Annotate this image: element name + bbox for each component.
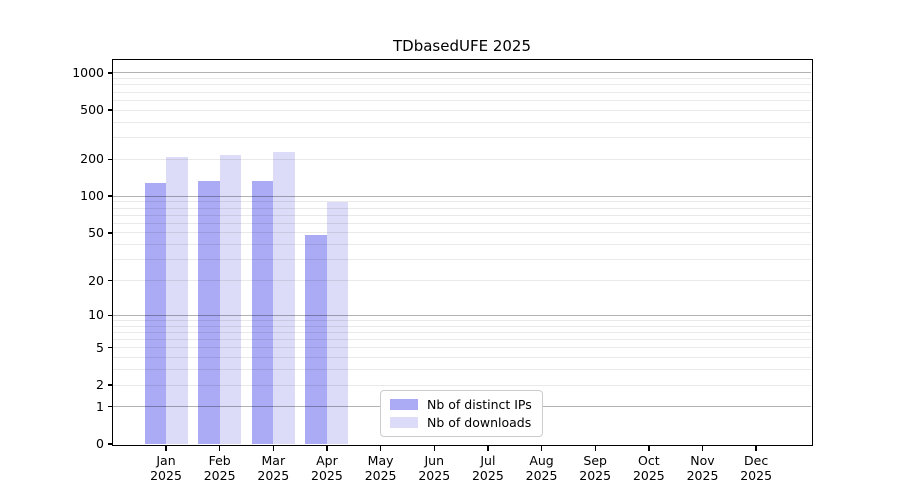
gridline-minor (113, 84, 811, 86)
legend-swatch-distinct-ips (390, 399, 418, 410)
gridline-major (113, 314, 811, 316)
x-tick-label-feb: Feb 2025 (203, 453, 236, 483)
gridline-minor (113, 222, 811, 224)
gridline-minor (113, 331, 811, 333)
bar-downloads-mar (273, 152, 295, 444)
bar-downloads-feb (219, 154, 242, 444)
y-tick (108, 314, 113, 316)
gridline-minor (113, 369, 811, 371)
y-tick-label: 200 (80, 151, 104, 167)
x-tick (648, 445, 650, 451)
y-tick-label: 10 (88, 307, 104, 323)
x-tick (272, 445, 274, 451)
x-tick-label-dec: Dec 2025 (740, 453, 773, 483)
x-tick-label-may: May 2025 (364, 453, 397, 483)
x-tick (433, 445, 435, 451)
y-tick (108, 279, 113, 282)
y-tick-label: 0 (96, 436, 104, 451)
x-tick (755, 445, 757, 451)
x-tick (701, 445, 704, 451)
gridline-minor (113, 259, 811, 261)
legend-item-downloads: Nb of downloads (390, 415, 542, 430)
x-tick-label-jan: Jan 2025 (150, 453, 182, 483)
y-tick-label: 1000 (72, 64, 104, 80)
gridline-minor (113, 244, 811, 246)
legend-label-downloads: Nb of downloads (427, 415, 532, 430)
y-tick (108, 347, 113, 349)
x-tick-label-apr: Apr 2025 (311, 453, 343, 483)
bar-distinct-ips-feb (198, 180, 220, 444)
y-tick-label: 1 (96, 398, 104, 414)
gridline-minor (113, 357, 811, 359)
gridline-minor (113, 109, 811, 111)
gridline-minor (113, 137, 811, 139)
x-tick (487, 445, 489, 451)
y-tick (108, 443, 113, 445)
bar-distinct-ips-mar (251, 180, 274, 444)
y-tick-label: 100 (80, 188, 104, 204)
x-tick (165, 445, 167, 451)
gridline-minor (113, 325, 811, 327)
gridline-minor (113, 91, 811, 93)
gridline-minor (113, 214, 811, 216)
bar-distinct-ips-jan (144, 183, 166, 444)
y-tick-label: 2 (96, 377, 104, 392)
y-tick-label: 50 (88, 224, 104, 240)
gridline-minor (113, 78, 811, 80)
legend-swatch-downloads (390, 417, 418, 428)
y-tick (108, 158, 113, 160)
legend: Nb of distinct IPs Nb of downloads (380, 390, 543, 437)
bar-distinct-ips-apr (305, 235, 327, 444)
gridline-minor (113, 280, 811, 281)
gridline-major (113, 195, 811, 197)
y-tick-label: 500 (80, 102, 104, 118)
y-tick (108, 72, 113, 74)
y-tick (108, 232, 113, 234)
bar-downloads-apr (326, 201, 349, 444)
x-tick-label-mar: Mar 2025 (257, 453, 290, 483)
x-tick (594, 445, 596, 451)
legend-item-distinct-ips: Nb of distinct IPs (390, 397, 542, 412)
chart-title: TDbasedUFE 2025 (392, 37, 532, 55)
x-tick-label-sep: Sep 2025 (579, 453, 612, 483)
x-tick (540, 445, 543, 451)
x-tick-label-aug: Aug 2025 (525, 453, 558, 483)
gridline-minor (113, 319, 811, 321)
gridline-minor (113, 207, 811, 209)
x-tick (218, 445, 221, 451)
x-tick-label-jun: Jun 2025 (418, 453, 451, 483)
x-tick (379, 445, 382, 451)
x-tick-label-oct: Oct 2025 (632, 453, 665, 483)
y-tick (108, 195, 113, 197)
y-tick (108, 109, 113, 111)
x-tick-label-jul: Jul 2025 (471, 453, 504, 483)
y-tick-label: 20 (88, 272, 104, 288)
gridline-minor (113, 99, 811, 101)
gridline-major (113, 72, 811, 74)
gridline-minor (113, 201, 811, 203)
gridline-minor (113, 339, 811, 340)
bars-layer (113, 60, 811, 444)
plot-area (113, 60, 811, 444)
x-tick-label-nov: Nov 2025 (686, 453, 719, 483)
gridline-minor (113, 347, 811, 349)
gridline-minor (113, 384, 811, 386)
gridline-minor (113, 232, 811, 234)
y-tick (108, 406, 113, 408)
bar-downloads-jan (166, 156, 188, 444)
legend-label-distinct-ips: Nb of distinct IPs (427, 397, 532, 412)
gridline-minor (113, 121, 811, 123)
y-tick-label: 5 (96, 339, 104, 355)
x-tick (326, 445, 328, 451)
grid-layer (113, 60, 811, 444)
y-tick (108, 384, 113, 386)
gridline-minor (113, 158, 811, 160)
